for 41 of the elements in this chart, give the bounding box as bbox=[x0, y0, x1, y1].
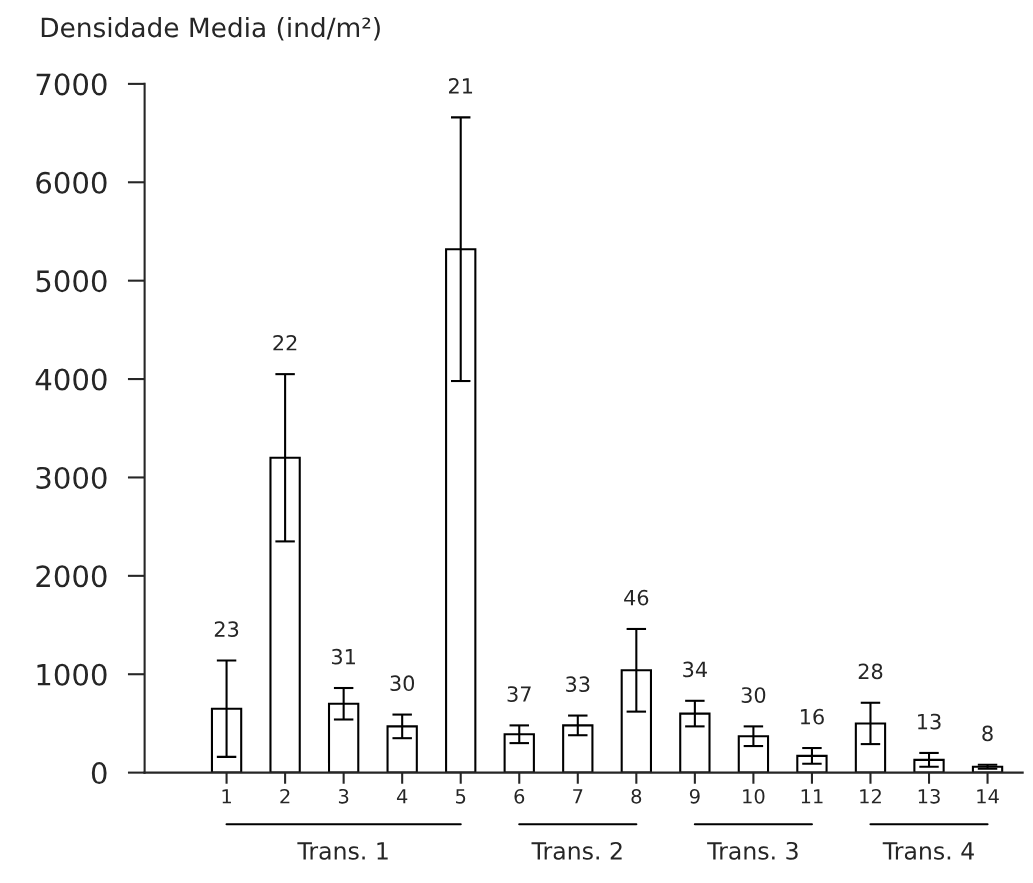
annotation: 30 bbox=[390, 675, 415, 692]
y-tick-label: 0 bbox=[91, 762, 107, 785]
y-tick-label: 7000 bbox=[36, 73, 107, 96]
x-tick-label: 7 bbox=[573, 789, 583, 804]
x-tick-label: 13 bbox=[918, 788, 940, 804]
annotation: 34 bbox=[683, 661, 707, 678]
y-axis-title: Densidade Media (ind/m²) bbox=[41, 17, 380, 41]
annotation: 33 bbox=[566, 676, 590, 693]
x-tick-label: 10 bbox=[743, 788, 765, 804]
text: Trans. 3 bbox=[707, 841, 798, 860]
x-tick-label: 3 bbox=[338, 788, 349, 804]
x-tick-label: 2 bbox=[280, 788, 290, 804]
annotation: 22 bbox=[273, 334, 297, 351]
y-tick-label: 4000 bbox=[35, 368, 107, 391]
y-tick-label: 3000 bbox=[36, 466, 107, 489]
x-tick-label: 14 bbox=[977, 789, 999, 804]
annotation: 46 bbox=[624, 589, 649, 606]
annotation: 21 bbox=[448, 78, 473, 94]
y-tick-label: 1000 bbox=[37, 663, 107, 686]
annotation: 16 bbox=[800, 708, 824, 725]
x-tick-label: 12 bbox=[860, 788, 881, 804]
annotation: 23 bbox=[214, 621, 239, 637]
y-tick-label: 5000 bbox=[36, 270, 107, 293]
text: Trans. 4 bbox=[882, 842, 974, 860]
x-tick-label: 8 bbox=[631, 788, 642, 804]
y-tick-label: 2000 bbox=[36, 565, 107, 588]
x-tick-label: 9 bbox=[689, 788, 700, 804]
x-tick-label: 1 bbox=[222, 789, 231, 804]
x-tick-label: 6 bbox=[514, 788, 525, 804]
x-tick-label: 11 bbox=[801, 789, 823, 804]
y-tick-label: 6000 bbox=[36, 171, 107, 194]
annotation: 28 bbox=[858, 663, 883, 680]
annotation: 8 bbox=[982, 725, 993, 742]
annotation: 31 bbox=[331, 648, 355, 665]
text: Trans. 2 bbox=[531, 841, 622, 860]
x-tick-label: 5 bbox=[456, 789, 466, 804]
text: Trans. 1 bbox=[297, 842, 388, 860]
annotation: 30 bbox=[741, 687, 766, 703]
annotation: 13 bbox=[918, 713, 941, 730]
annotation: 37 bbox=[507, 686, 531, 702]
x-tick-label: 4 bbox=[396, 789, 408, 804]
